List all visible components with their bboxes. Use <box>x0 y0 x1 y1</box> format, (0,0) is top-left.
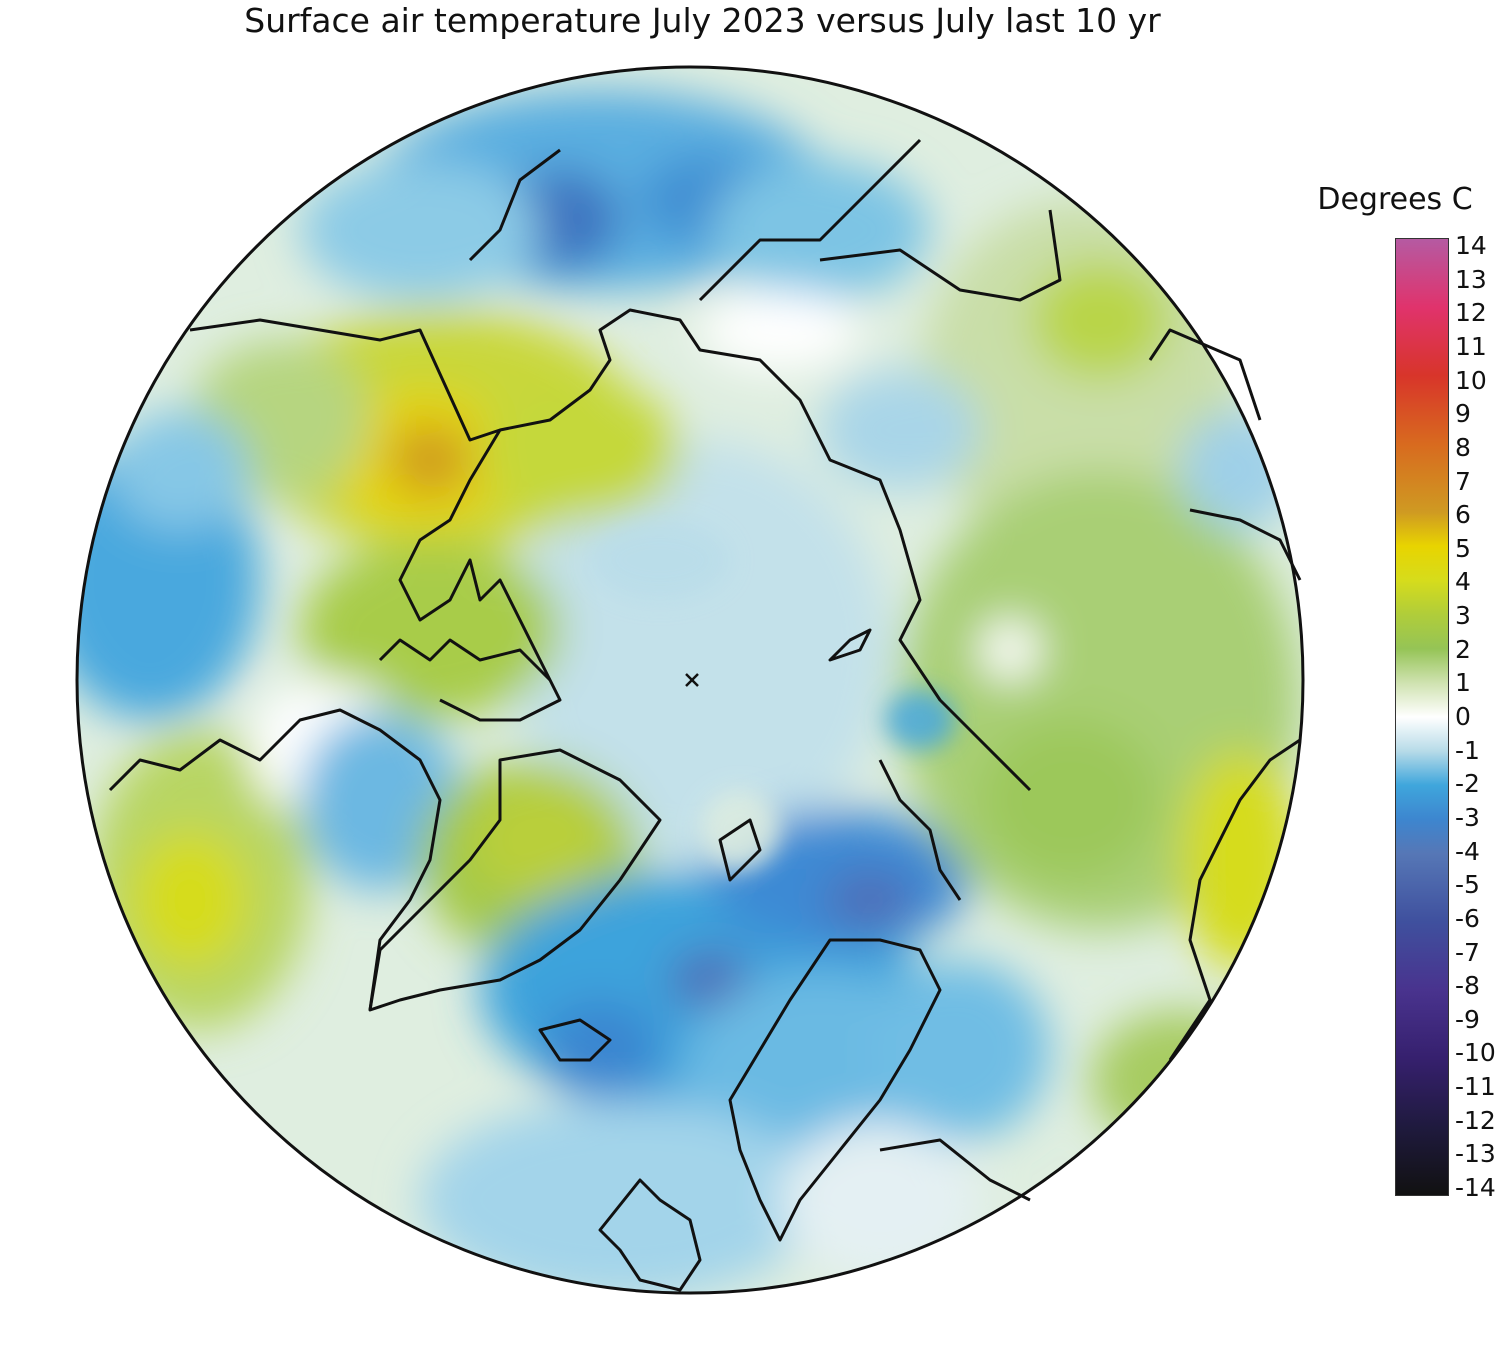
scale-tick-label: -10 <box>1455 1038 1496 1068</box>
scale-tick-label: 12 <box>1455 298 1487 328</box>
map-title: Surface air temperature July 2023 versus… <box>244 1 1161 40</box>
scale-tick-label: 0 <box>1455 702 1471 731</box>
coastlines <box>108 138 1302 1292</box>
scale-tick-label: -6 <box>1455 903 1480 933</box>
scale-tick-label: -13 <box>1455 1139 1496 1169</box>
scale-tick-label: 3 <box>1455 601 1471 631</box>
north-pole-marker <box>685 673 699 687</box>
color-scale-bar <box>1395 238 1449 1196</box>
scale-tick-label: -1 <box>1455 735 1480 765</box>
scale-tick-label: 14 <box>1455 231 1487 260</box>
scale-tick-label: -7 <box>1455 937 1480 967</box>
scale-tick-label: -11 <box>1455 1072 1496 1102</box>
scale-tick-label: -2 <box>1455 769 1480 799</box>
legend-title: Degrees C <box>1317 182 1473 217</box>
scale-tick-label: 1 <box>1455 668 1471 698</box>
scale-tick-label: -3 <box>1455 802 1480 832</box>
scale-tick-label: 5 <box>1455 533 1471 563</box>
map-boundary <box>75 65 1305 1295</box>
scale-tick-label: 9 <box>1455 399 1471 429</box>
scale-tick-label: 6 <box>1455 500 1471 530</box>
scale-tick-label: 4 <box>1455 567 1471 597</box>
scale-tick-label: -4 <box>1455 836 1480 866</box>
scale-tick-label: -8 <box>1455 971 1480 1001</box>
scale-tick-label: 13 <box>1455 264 1487 294</box>
scale-tick-label: -12 <box>1455 1105 1496 1135</box>
scale-tick-label: 8 <box>1455 432 1471 462</box>
scale-tick-label: 10 <box>1455 365 1487 395</box>
scale-tick-label: 11 <box>1455 331 1487 361</box>
color-scale-ticks: 14 13 12 11 10 9 8 7 6 5 4 3 2 1 0 -1 -2 -3 -4 -5 -6 -7 -8 -9 -1… <box>1455 233 1500 1201</box>
anomaly-field <box>77 67 1303 1293</box>
scale-tick-label: -5 <box>1455 870 1480 900</box>
scale-tick-label: -14 <box>1455 1173 1496 1202</box>
scale-tick-label: 7 <box>1455 466 1471 496</box>
scale-tick-label: 2 <box>1455 634 1471 664</box>
scale-tick-label: -9 <box>1455 1004 1480 1034</box>
